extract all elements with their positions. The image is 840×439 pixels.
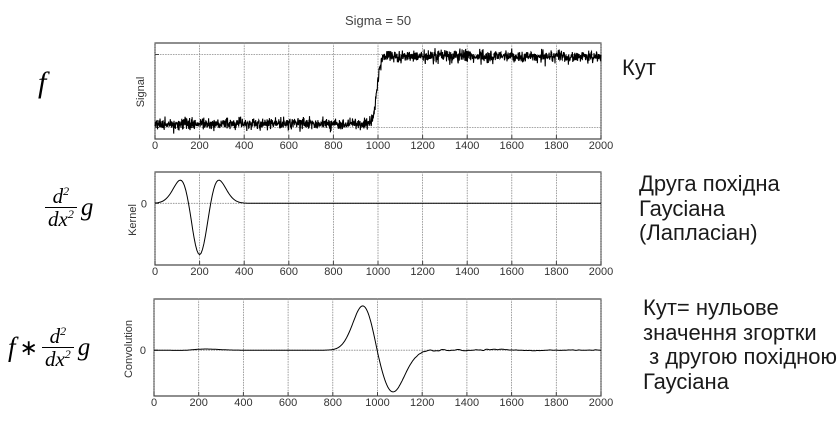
svg-text:200: 200 xyxy=(190,266,208,278)
svg-text:0: 0 xyxy=(151,397,157,409)
svg-text:1000: 1000 xyxy=(365,397,389,409)
svg-text:400: 400 xyxy=(235,266,253,278)
svg-text:1600: 1600 xyxy=(500,140,524,152)
svg-text:1800: 1800 xyxy=(544,397,568,409)
svg-text:1800: 1800 xyxy=(544,266,568,278)
svg-text:1600: 1600 xyxy=(499,397,523,409)
svg-text:600: 600 xyxy=(280,140,298,152)
svg-text:600: 600 xyxy=(279,397,297,409)
svg-text:1000: 1000 xyxy=(366,140,390,152)
svg-text:800: 800 xyxy=(324,140,342,152)
svg-text:1400: 1400 xyxy=(455,140,479,152)
svg-text:800: 800 xyxy=(324,266,342,278)
svg-text:2000: 2000 xyxy=(589,266,613,278)
svg-text:1200: 1200 xyxy=(410,397,434,409)
svg-text:1600: 1600 xyxy=(500,266,524,278)
svg-text:800: 800 xyxy=(324,397,342,409)
svg-text:0: 0 xyxy=(152,266,158,278)
svg-text:1400: 1400 xyxy=(455,266,479,278)
svg-text:200: 200 xyxy=(190,140,208,152)
svg-text:1800: 1800 xyxy=(544,140,568,152)
svg-text:2000: 2000 xyxy=(589,140,613,152)
svg-text:0: 0 xyxy=(140,345,146,357)
svg-text:200: 200 xyxy=(190,397,208,409)
svg-text:1200: 1200 xyxy=(410,140,434,152)
svg-text:Sigma = 50: Sigma = 50 xyxy=(345,13,411,28)
svg-text:0: 0 xyxy=(152,140,158,152)
svg-text:1200: 1200 xyxy=(410,266,434,278)
svg-text:600: 600 xyxy=(280,266,298,278)
svg-text:2000: 2000 xyxy=(589,397,613,409)
svg-text:400: 400 xyxy=(234,397,252,409)
svg-text:400: 400 xyxy=(235,140,253,152)
svg-text:1400: 1400 xyxy=(455,397,479,409)
svg-text:0: 0 xyxy=(141,198,147,210)
svg-text:1000: 1000 xyxy=(366,266,390,278)
